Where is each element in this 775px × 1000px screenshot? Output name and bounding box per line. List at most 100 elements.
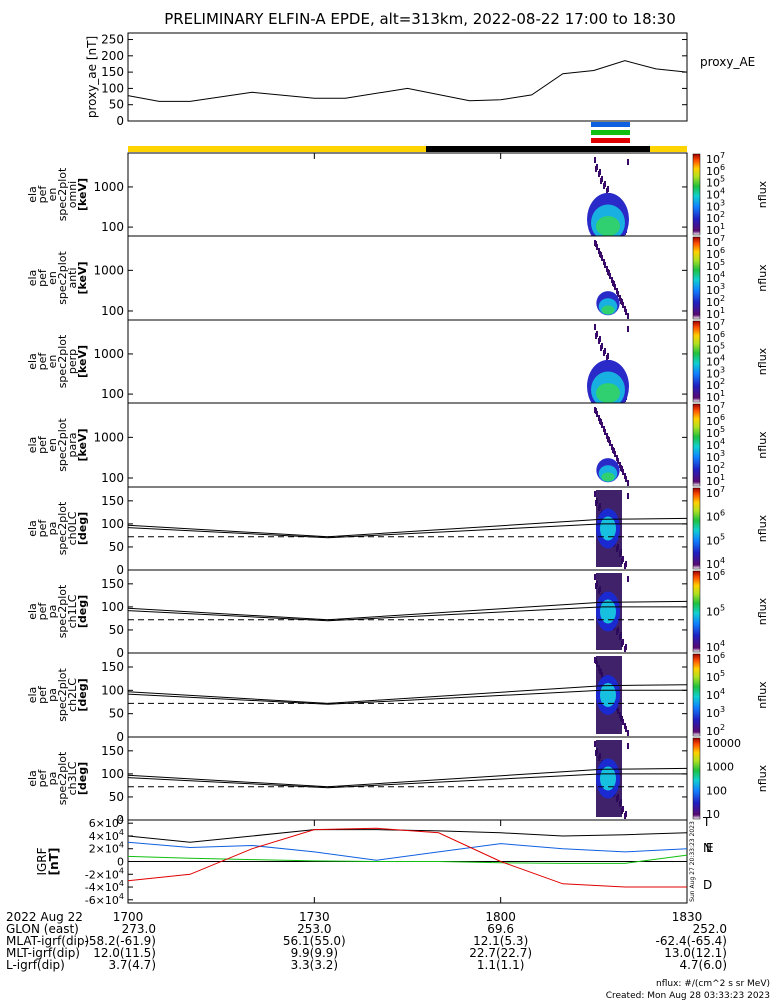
spec-ylabel: ela	[26, 353, 39, 370]
colorbar-tick-label: 10000	[706, 737, 741, 750]
ae-ytick-label: 100	[101, 81, 124, 95]
spec-streak	[624, 306, 626, 312]
colorbar-label: nflux	[756, 180, 769, 208]
spec-streak	[608, 270, 610, 276]
spec-ylabel: pef	[36, 769, 49, 788]
spec-streak	[611, 277, 613, 283]
spec-ylabel: en	[46, 355, 59, 369]
colorbar-tick-label: 104	[706, 639, 725, 654]
colorbar-label: nflux	[756, 347, 769, 375]
spec-streak	[595, 166, 597, 172]
xaxis-row-value: 12.1(5.3)	[473, 934, 528, 948]
spec-streak	[627, 576, 629, 582]
spec-ytick-label: 50	[109, 790, 124, 804]
spec-streak	[624, 646, 626, 652]
spectrogram-panels: 1001000elapefenspec2plotomni[keV]1011021…	[26, 151, 769, 827]
spec-ytick-label: 100	[101, 683, 124, 697]
igrf-ylabel: IGRF	[35, 847, 49, 875]
colorbar	[692, 570, 701, 653]
colorbar	[692, 320, 701, 403]
spec-streak	[627, 493, 629, 499]
igrf-series-T	[127, 829, 688, 843]
igrf-ylabel-unit: [nT]	[47, 848, 61, 876]
spec-ytick-label: 1000	[93, 347, 124, 361]
spec-streak	[624, 563, 626, 569]
xaxis-row-value: 56.1(55.0)	[283, 934, 346, 948]
spec-ylabel: ela	[26, 603, 39, 620]
ae-line	[127, 60, 688, 102]
spec-core	[600, 516, 616, 541]
ae-legend: proxy_AE	[700, 55, 755, 69]
chart-title: PRELIMINARY ELFIN-A EPDE, alt=313km, 202…	[164, 10, 676, 28]
colorbar-tick-label: 102	[706, 461, 725, 476]
igrf-panel: -6×104-4×104-2×10402×1044×1046×104IGRF[n…	[35, 815, 714, 907]
loss-cone-line	[127, 600, 688, 621]
colorbar-tick-label: 105	[706, 604, 725, 619]
igrf-legend-T: T	[702, 815, 711, 829]
colorbar-tick-label: 104	[706, 187, 725, 202]
xaxis-row-value: 4.7(6.0)	[679, 958, 727, 972]
igrf-series-N	[127, 841, 688, 861]
igrf-ytick-label: 0	[117, 856, 124, 869]
spec-ylabel: ela	[26, 520, 39, 537]
spec-ylabel: pef	[36, 602, 49, 621]
colorbar-tick-label: 105	[706, 532, 725, 547]
loss-cone-line	[127, 606, 687, 622]
spec-ylabel: ch1LC	[66, 594, 79, 628]
colorbar-tick-label: 104	[706, 556, 725, 571]
spec-streak	[598, 171, 600, 177]
spec-ylabel: [keV]	[76, 345, 89, 378]
spec-core	[600, 599, 616, 624]
spec-streak	[606, 188, 608, 194]
colorbar-tick-label: 103	[706, 365, 725, 380]
spec-streak	[603, 426, 605, 432]
spec-frame	[127, 652, 688, 738]
colorbar-tick-label: 105	[706, 669, 725, 684]
spec-ytick-label: 100	[101, 387, 124, 401]
spec-streak	[594, 741, 596, 747]
spec-ylabel: spec2plot	[56, 334, 69, 388]
spec-streak	[616, 288, 618, 294]
xaxis-row-label: GLON (east)	[6, 922, 79, 936]
loss-cone-line	[127, 684, 688, 704]
colorbar-tick-label: 106	[706, 568, 725, 583]
spec-ylabel: pa	[46, 772, 59, 786]
spec-streak	[603, 259, 605, 265]
colorbar-tick-label: 107	[706, 485, 725, 500]
spec-streak	[603, 350, 605, 356]
spec-streak	[608, 437, 610, 443]
spec-streak	[595, 333, 597, 339]
spec-ylabel: ela	[26, 687, 39, 704]
colorbar-tick-label: 106	[706, 163, 725, 178]
igrf-legend-N: N	[703, 841, 712, 855]
colorbar-tick-label: 107	[706, 318, 725, 333]
spec-ylabel: pa	[46, 605, 59, 619]
spec-ylabel: ela	[26, 270, 39, 287]
science-bar-green	[591, 130, 630, 135]
spec-core	[601, 305, 615, 315]
spec-ylabel: pef	[36, 519, 49, 538]
spec-frame	[127, 736, 688, 821]
igrf-ytick-label: 2×104	[89, 841, 124, 856]
spec-ylabel: perp	[66, 349, 79, 374]
igrf-series-E	[127, 854, 688, 864]
spec-streak	[594, 574, 596, 580]
spec-streak	[595, 241, 597, 247]
spec-ytick-label: 0	[116, 646, 124, 660]
spec-streak	[627, 313, 629, 319]
ae-ytick-label: 50	[109, 98, 124, 112]
colorbar-label: nflux	[756, 597, 769, 625]
spec-ylabel: en	[46, 271, 59, 285]
spec-core	[600, 766, 616, 791]
colorbar-tick-label: 106	[706, 246, 725, 261]
spec-ytick-label: 150	[101, 660, 124, 674]
science-bar-blue	[591, 122, 630, 127]
xaxis-row-value: 1700	[113, 910, 144, 924]
state-bar-yellow	[650, 146, 687, 152]
colorbar-tick-label: 106	[706, 509, 725, 524]
spec-ylabel: pef	[36, 352, 49, 371]
colorbar-tick-label: 103	[706, 705, 725, 720]
colorbar	[692, 236, 701, 320]
spec-ylabel: spec2plot	[56, 584, 69, 638]
